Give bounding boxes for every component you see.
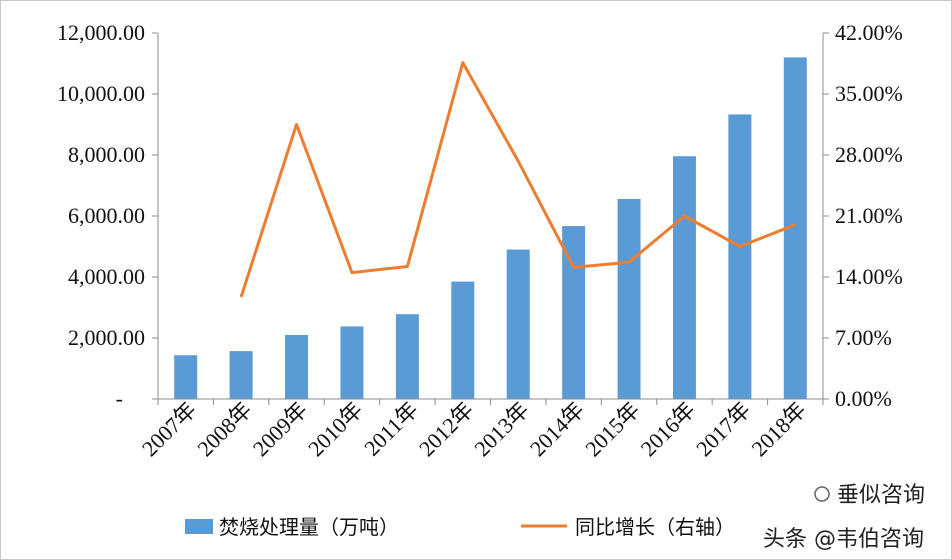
bar-1 (229, 351, 253, 399)
growth-line (239, 61, 796, 298)
x-tick-label: 2011年 (359, 397, 423, 461)
watermark-upper-text: 垂似咨询 (837, 483, 925, 508)
y-left-tick-label: 2,000.00 (68, 325, 145, 350)
y-right-tick-label: 7.00% (835, 325, 892, 350)
bar-5 (451, 281, 475, 399)
x-axis-labels: 2007年2008年2009年2010年2011年2012年2013年2014年… (137, 397, 811, 461)
x-tick-label: 2012年 (414, 397, 478, 461)
x-tick-label: 2014年 (525, 397, 589, 461)
x-tick-label: 2016年 (636, 397, 700, 461)
watermark-logo-icon (814, 486, 830, 502)
axes: - 2,000.00 4,000.00 6,000.00 8,000.00 10,000.… (57, 20, 903, 411)
legend-bar-label: 焚烧处理量（万吨） (219, 515, 399, 539)
x-tick-label: 2017年 (691, 397, 755, 461)
bar-0 (174, 355, 198, 399)
bar-3 (340, 326, 364, 399)
x-tick-label: 2007年 (137, 397, 201, 461)
x-tick-label: 2018年 (746, 397, 810, 461)
x-tick-label: 2015年 (580, 397, 644, 461)
bar-7 (562, 226, 586, 399)
bar-11 (783, 57, 807, 400)
x-tick-label: 2008年 (192, 397, 256, 461)
x-tick-label: 2013年 (469, 397, 533, 461)
y-right-tick-label: 42.00% (835, 20, 903, 45)
legend: 焚烧处理量（万吨） 同比增长（右轴） (185, 515, 735, 539)
bar-4 (395, 314, 419, 399)
y-right-tick-label: 35.00% (835, 81, 903, 106)
y-right-tick-label: 14.00% (835, 264, 903, 289)
legend-line-label: 同比增长（右轴） (575, 515, 735, 539)
legend-bar-swatch (185, 519, 213, 534)
x-tick-label: 2009年 (248, 397, 312, 461)
line-series (239, 61, 796, 298)
bar-6 (506, 249, 530, 399)
y-right-tick-label: 0.00% (835, 386, 892, 411)
y-right-tick-label: 28.00% (835, 142, 903, 167)
y-left-tick-label: 6,000.00 (68, 203, 145, 228)
y-left-tick-label: 8,000.00 (68, 142, 145, 167)
y-left-tick-label: 4,000.00 (68, 264, 145, 289)
bar-10 (728, 114, 752, 399)
y-left-tick-label: 10,000.00 (57, 81, 145, 106)
bar-2 (285, 334, 309, 399)
watermark: 垂似咨询 头条 @韦伯咨询 (763, 483, 925, 552)
x-tick-label: 2010年 (303, 397, 367, 461)
bar-8 (617, 198, 641, 399)
y-left-tick-label: - (116, 386, 123, 411)
y-right-tick-label: 21.00% (835, 203, 903, 228)
watermark-lower-text: 头条 @韦伯咨询 (763, 527, 924, 552)
y-left-tick-label: 12,000.00 (57, 20, 145, 45)
bar-9 (672, 156, 696, 399)
bar-series (174, 57, 807, 400)
